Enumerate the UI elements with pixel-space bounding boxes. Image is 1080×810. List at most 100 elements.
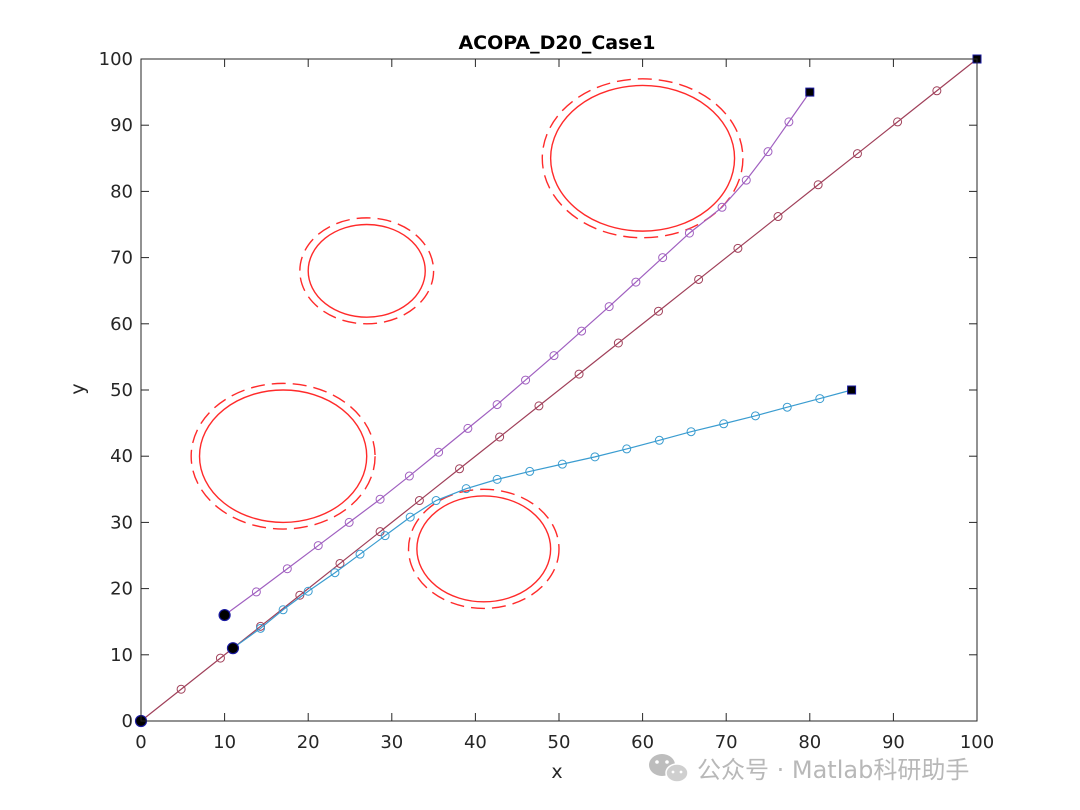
path-2-waypoint-13 — [604, 302, 614, 312]
path-2-end-marker — [805, 87, 815, 97]
path-2-waypoint-18 — [741, 175, 751, 185]
wechat-icon — [649, 754, 689, 783]
x-tick-label-100: 100 — [960, 732, 994, 753]
x-tick-label-10: 10 — [213, 732, 236, 753]
path-1-waypoint-9 — [495, 432, 505, 442]
path-2-line — [224, 91, 811, 616]
path-1-waypoint-10 — [534, 401, 544, 411]
path-1-waypoint-4 — [295, 590, 305, 600]
path-2-waypoint-10 — [521, 375, 531, 385]
obstacle-safety-1 — [190, 382, 376, 530]
obstacle-4 — [549, 84, 736, 232]
path-2-waypoint-6 — [404, 471, 414, 481]
path-2-waypoint-17 — [717, 202, 727, 212]
path-3-waypoint-10 — [492, 474, 502, 484]
chart-title: ACOPA_D20_Case1 — [458, 32, 655, 54]
path-1-waypoint-11 — [574, 369, 584, 379]
y-tick-label-80: 80 — [110, 181, 133, 202]
x-tick-label-50: 50 — [548, 732, 571, 753]
path-3-waypoint-18 — [750, 411, 760, 421]
x-axis-label: x — [551, 761, 562, 783]
path-2-waypoint-8 — [463, 423, 473, 433]
obstacle-safety-3 — [407, 488, 560, 610]
path-3-waypoint-16 — [686, 427, 696, 437]
y-tick-label-100: 100 — [99, 49, 133, 70]
x-tick-label-20: 20 — [297, 732, 320, 753]
path-2-waypoint-9 — [492, 400, 502, 410]
axes: 0 10 20 30 40 50 60 70 80 90 100 0 10 20 30 40 50 60 70 80 9… — [99, 49, 995, 753]
x-tick-label-30: 30 — [380, 732, 403, 753]
x-tick-label-0: 0 — [135, 732, 146, 753]
path-2-waypoint-15 — [658, 253, 668, 263]
y-axis-label: y — [67, 383, 89, 394]
path-1-waypoint-19 — [893, 117, 903, 127]
path-3-waypoint-13 — [590, 452, 600, 462]
path-3-waypoint-19 — [782, 402, 792, 412]
watermark-text: 公众号 · Matlab科研助手 — [697, 756, 969, 784]
path-2-waypoint-2 — [282, 564, 292, 574]
y-tick-label-40: 40 — [110, 446, 133, 467]
path-2-waypoint-16 — [684, 228, 694, 238]
path-3-waypoint-6 — [380, 531, 390, 541]
path-1-waypoint-2 — [215, 653, 225, 663]
y-tick-label-60: 60 — [110, 314, 133, 335]
path-1-waypoint-13 — [653, 306, 663, 316]
path-2-waypoint-4 — [344, 517, 354, 527]
path-2-waypoint-5 — [375, 494, 385, 504]
obstacle-3 — [416, 495, 552, 603]
path-1-waypoint-14 — [694, 274, 704, 284]
path-1-waypoint-7 — [414, 496, 424, 506]
path-3-waypoint-7 — [405, 512, 415, 522]
path-2-waypoint-3 — [313, 541, 323, 551]
x-tick-label-90: 90 — [882, 732, 905, 753]
path-1-waypoint-5 — [335, 558, 345, 568]
path-3-start-marker — [226, 642, 240, 655]
path-3-waypoint-8 — [431, 496, 441, 506]
y-tick-label-90: 90 — [110, 115, 133, 136]
obstacle-2 — [307, 223, 426, 318]
watermark: 公众号 · Matlab科研助手 — [649, 754, 969, 784]
path-2-waypoint-12 — [577, 326, 587, 336]
path-1-line — [140, 58, 978, 722]
path-3-waypoint-4 — [330, 568, 340, 578]
y-tick-label-10: 10 — [110, 645, 133, 666]
y-tick-label-50: 50 — [110, 380, 133, 401]
x-tick-label-60: 60 — [631, 732, 654, 753]
path-2-waypoint-11 — [549, 351, 559, 361]
plot-area — [134, 54, 982, 728]
x-tick-label-80: 80 — [798, 732, 821, 753]
path-3-waypoint-2 — [278, 605, 288, 615]
path-1-waypoint-16 — [773, 212, 783, 222]
path-3-end-marker — [847, 385, 857, 395]
obstacle-safety-2 — [299, 217, 435, 325]
path-3-waypoint-15 — [654, 435, 664, 445]
y-tick-label-30: 30 — [110, 512, 133, 533]
path-1-waypoint-18 — [852, 149, 862, 159]
path-3-waypoint-11 — [525, 466, 535, 476]
obstacle-safety-4 — [541, 78, 744, 239]
path-3-waypoint-5 — [355, 549, 365, 559]
path-2-waypoint-19 — [763, 147, 773, 157]
x-tick-label-70: 70 — [715, 732, 738, 753]
path-2-waypoint-14 — [631, 277, 641, 287]
path-3-waypoint-17 — [719, 419, 729, 429]
path-1-waypoint-1 — [176, 684, 186, 694]
obstacle-1 — [198, 389, 368, 524]
path-2-waypoint-20 — [784, 117, 794, 127]
path-1-waypoint-17 — [813, 180, 823, 190]
y-tick-label-20: 20 — [110, 579, 133, 600]
path-2-waypoint-1 — [251, 587, 261, 597]
path-3-waypoint-1 — [256, 623, 266, 633]
path-3-waypoint-3 — [303, 586, 313, 596]
path-3-waypoint-12 — [557, 459, 567, 469]
path-1-waypoint-15 — [733, 243, 743, 253]
path-3-line — [232, 389, 852, 649]
path-1-waypoint-12 — [613, 338, 623, 348]
path-1-waypoint-20 — [932, 86, 942, 96]
path-3-waypoint-9 — [461, 484, 471, 494]
y-tick-label-70: 70 — [110, 248, 133, 269]
path-1-waypoint-8 — [455, 464, 465, 474]
path-2-start-marker — [218, 608, 231, 622]
path-3-waypoint-14 — [622, 444, 632, 454]
